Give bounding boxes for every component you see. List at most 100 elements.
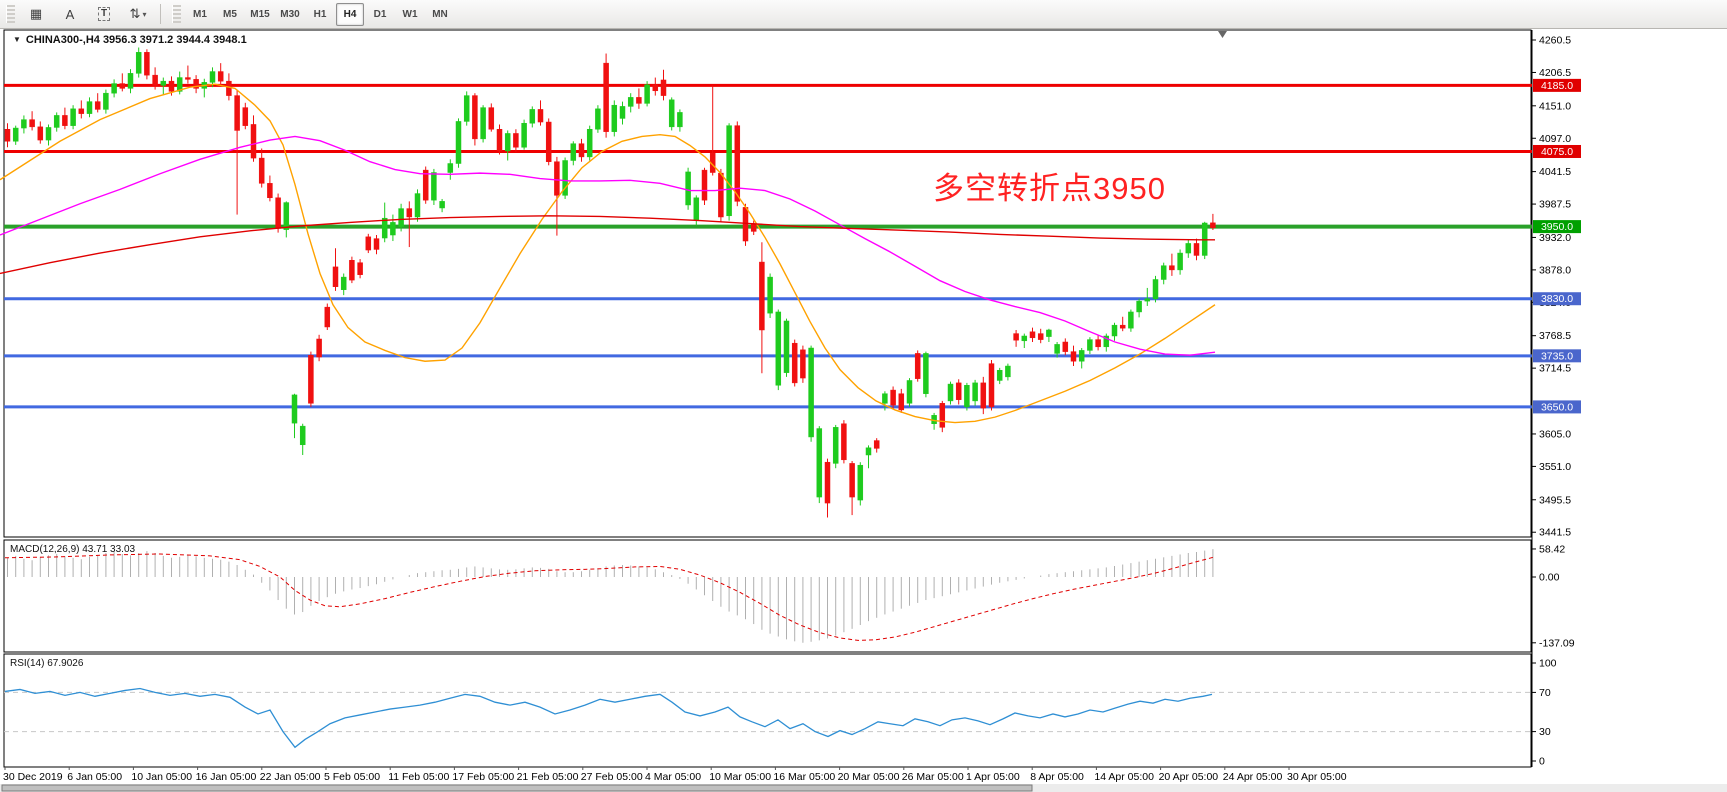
candle-body [373, 238, 380, 250]
time-axis-label: 1 Apr 05:00 [966, 771, 1020, 783]
candle-body [1029, 331, 1036, 339]
price-axis-label: 3714.5 [1539, 363, 1571, 375]
candle-body [1013, 333, 1019, 341]
candle-body [906, 380, 913, 404]
candle-body [619, 106, 626, 119]
candle-body [1095, 339, 1101, 348]
candle-body [78, 108, 85, 114]
candle-body [652, 84, 659, 92]
toolbar-grip-2 [172, 5, 181, 23]
price-badge-label: 4185.0 [1541, 80, 1573, 92]
symbol-dropdown-icon[interactable]: ▼ [13, 35, 21, 44]
candle-body [414, 193, 421, 218]
candle-body [340, 276, 347, 290]
candle-body [693, 197, 700, 221]
candle-body [800, 349, 806, 379]
candle-body [742, 207, 749, 242]
time-axis-label: 27 Feb 05:00 [581, 771, 643, 783]
toolbar-grip [6, 5, 15, 23]
time-axis-label: 30 Apr 05:00 [1287, 771, 1347, 783]
candle-body [308, 354, 314, 404]
price-badge [1533, 144, 1581, 158]
price-badge-label: 3830.0 [1541, 293, 1573, 305]
candle-body [160, 80, 167, 86]
time-axis-label: 22 Jan 05:00 [260, 771, 321, 783]
cursor-a-icon-button[interactable]: A [54, 2, 86, 26]
candle-body [1111, 324, 1118, 337]
ma-magenta-line [0, 135, 1216, 356]
candle-body [1193, 243, 1200, 256]
candle-body [701, 169, 708, 201]
candle-body [898, 393, 905, 411]
candle-body [316, 338, 322, 358]
price-axis-label: 4260.5 [1539, 35, 1571, 47]
timeframe-m1-button[interactable]: M1 [193, 8, 207, 20]
candle-body [734, 125, 741, 202]
candle-body [45, 127, 52, 141]
candle-body [37, 126, 44, 141]
candle-body [1128, 311, 1134, 329]
h-scrollbar-thumb[interactable] [1, 784, 1033, 792]
candle-body [1144, 298, 1151, 302]
candle-body [332, 266, 339, 287]
candle-body [390, 222, 396, 236]
timeframe-h4-button[interactable]: H4 [336, 2, 364, 26]
candle-body [398, 208, 404, 227]
macd-panel [3, 539, 1532, 653]
candle-body [791, 342, 798, 384]
candle-body [685, 171, 691, 206]
timeframe-mn-button[interactable]: MN [432, 8, 448, 20]
text-object-icon-button[interactable]: T [88, 2, 120, 26]
candle-body [4, 128, 11, 142]
grid-f-icon-button[interactable]: ▦ [20, 2, 52, 26]
candle-body [882, 393, 888, 404]
ma-red-line [0, 215, 1215, 275]
macd-axis-label: -137.09 [1539, 637, 1575, 649]
candle-body [824, 461, 831, 504]
candle-body [964, 385, 970, 408]
candle-body [988, 363, 995, 408]
timeframe-m30-button[interactable]: M30 [280, 8, 300, 20]
candle-body [496, 128, 503, 152]
timeframe-d1-button[interactable]: D1 [373, 8, 387, 20]
candle-body [439, 201, 445, 209]
candle-body [53, 115, 60, 128]
candle-body [127, 73, 134, 89]
candle-body [1046, 329, 1052, 337]
time-axis-label: 16 Jan 05:00 [196, 771, 257, 783]
candle-body [627, 97, 634, 107]
candle-body [242, 107, 249, 126]
price-axis-label: 3768.5 [1539, 330, 1571, 342]
candle-body [603, 62, 609, 132]
candle-body [422, 169, 429, 201]
timeframe-w1-button[interactable]: W1 [402, 8, 418, 20]
candle-body [849, 463, 855, 498]
candle-body [955, 382, 962, 400]
candle-body [455, 121, 462, 164]
candle-body [586, 128, 593, 158]
candle-body [185, 77, 191, 80]
timeframe-m5-button[interactable]: M5 [223, 8, 237, 20]
candle-body [226, 80, 232, 96]
timeframe-h1-button[interactable]: H1 [313, 8, 327, 20]
macd-indicator-label: MACD(12,26,9) 43.71 33.03 [10, 544, 136, 555]
rsi-indicator-label: RSI(14) 67.9026 [10, 658, 84, 669]
candle-body [176, 77, 183, 92]
candle-body [636, 97, 642, 104]
candle-body [1185, 243, 1192, 254]
drawing-tools-group: ▦ A T ⇅ ▾ [19, 2, 155, 26]
candle-body [119, 83, 126, 89]
chart-title: ▼ CHINA300-,H4 3956.3 3971.2 3944.4 3948.… [13, 34, 247, 46]
candle-body [537, 109, 544, 123]
macd-axis-label: 0.00 [1539, 572, 1560, 584]
rsi-panel [3, 653, 1532, 768]
price-axis-label: 4151.0 [1539, 100, 1571, 112]
chart-text-annotation[interactable]: 多空转折点3950 [933, 171, 1166, 206]
rsi-axis-label: 30 [1539, 726, 1551, 738]
timeframe-m15-button[interactable]: M15 [250, 8, 270, 20]
candle-body [463, 95, 470, 122]
candle-body [1136, 300, 1142, 313]
arrow-objects-icon-button[interactable]: ⇅ ▾ [122, 2, 154, 26]
